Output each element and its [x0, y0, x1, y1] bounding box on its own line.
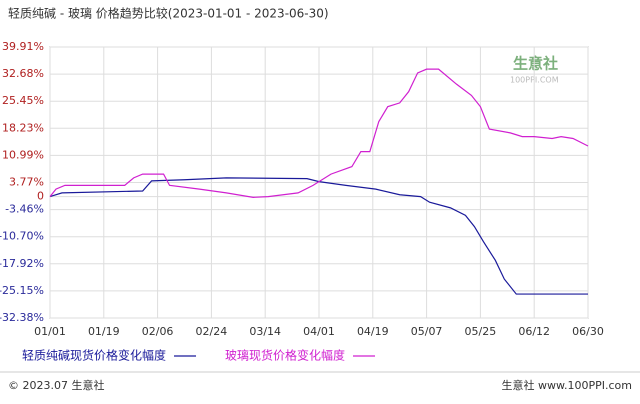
x-tick-label: 02/24 [196, 325, 228, 338]
x-tick-label: 05/25 [465, 325, 497, 338]
y-tick-label: -25.15% [0, 284, 44, 297]
y-tick-label: 32.68% [2, 67, 44, 80]
y-tick-label: 10.99% [2, 148, 44, 161]
y-tick-label: -10.70% [0, 230, 44, 243]
x-tick-label: 02/06 [142, 325, 174, 338]
x-tick-label: 04/19 [357, 325, 389, 338]
series-line [49, 177, 588, 295]
y-tick-label: 18.23% [2, 121, 44, 134]
y-tick-label: -32.38% [0, 311, 44, 324]
x-tick-label: 01/01 [34, 325, 66, 338]
watermark: 生意社 [513, 55, 558, 73]
y-tick-label: 3.77% [9, 175, 44, 188]
legend-label: 玻璃现货价格变化幅度 [225, 348, 345, 363]
y-tick-label: -3.46% [5, 203, 44, 216]
x-tick-label: 03/14 [249, 325, 281, 338]
x-tick-label: 01/19 [88, 325, 120, 338]
legend-label: 轻质纯碱现货价格变化幅度 [22, 348, 166, 363]
y-tick-label: 25.45% [2, 94, 44, 107]
x-tick-label: 06/12 [518, 325, 550, 338]
y-tick-label: 0 [37, 190, 44, 203]
x-tick-label: 06/30 [572, 325, 604, 338]
footer-right: 生意社 www.100PPI.com [502, 378, 632, 392]
series-line [49, 68, 589, 198]
chart-title: 轻质纯碱 - 玻璃 价格趋势比较(2023-01-01 - 2023-06-30… [8, 6, 329, 21]
y-tick-label: 39.91% [2, 40, 44, 53]
x-tick-label: 05/07 [411, 325, 443, 338]
y-tick-label: -17.92% [0, 257, 44, 270]
x-tick-label: 04/01 [303, 325, 335, 338]
footer-left: © 2023.07 生意社 [8, 378, 104, 392]
